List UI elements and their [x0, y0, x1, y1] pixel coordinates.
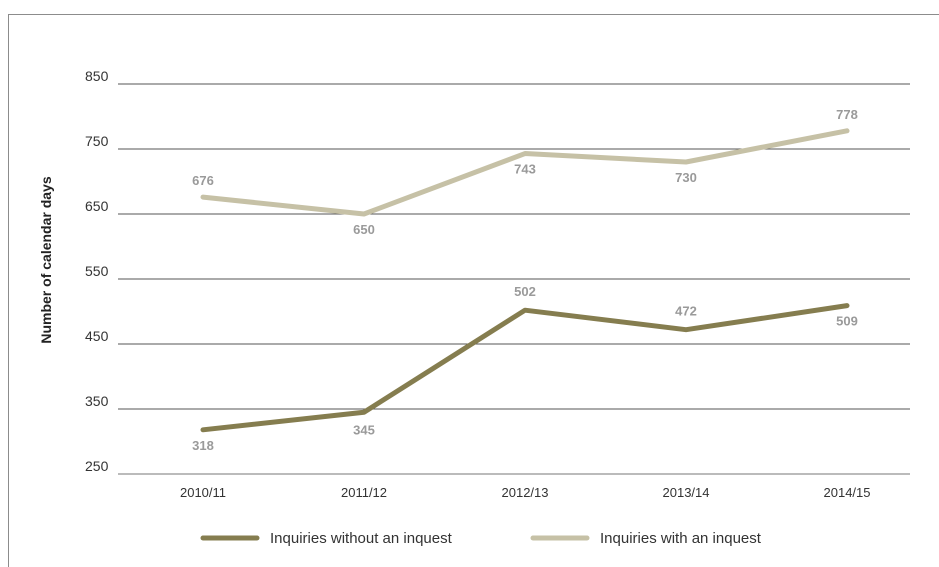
x-tick-label-2010-11: 2010/11 — [180, 485, 226, 500]
series-line-2 — [200, 128, 850, 217]
x-tick-label-2014-15: 2014/15 — [824, 485, 871, 500]
chart-frame — [8, 14, 939, 567]
x-tick-label-2013-14: 2013/14 — [663, 485, 710, 500]
x-tick-label-2011-12: 2011/12 — [341, 485, 387, 500]
y-tick-label-550: 550 — [85, 263, 109, 279]
y-tick-label-750: 750 — [85, 133, 109, 149]
data-labels: 318 345 502 472 509 676 650 743 730 778 — [192, 107, 858, 453]
data-label-2-2: 650 — [353, 222, 375, 237]
y-tick-label-350: 350 — [85, 393, 109, 409]
y-axis-title: Number of calendar days — [38, 176, 54, 343]
data-label-1-5: 509 — [836, 314, 858, 329]
x-axis-ticks: 2010/11 2011/12 2012/13 2013/14 2014/15 — [180, 485, 871, 500]
legend-label-1: Inquiries without an inquest — [270, 530, 453, 547]
data-label-1-3: 502 — [514, 284, 536, 299]
x-tick-label-2012-13: 2012/13 — [502, 485, 549, 500]
series-line-1 — [200, 303, 850, 433]
y-tick-label-250: 250 — [85, 458, 109, 474]
data-label-2-4: 730 — [675, 170, 697, 185]
data-label-2-3: 743 — [514, 162, 536, 177]
data-label-1-4: 472 — [675, 304, 697, 319]
data-label-2-1: 676 — [192, 173, 214, 188]
y-axis-ticks: 250 350 450 550 650 750 850 — [85, 68, 109, 474]
series-lines — [200, 128, 850, 433]
y-tick-label-650: 650 — [85, 198, 109, 214]
y-tick-label-450: 450 — [85, 328, 109, 344]
data-label-1-1: 318 — [192, 438, 214, 453]
gridlines — [118, 83, 910, 475]
data-label-1-2: 345 — [353, 422, 375, 437]
legend-label-2: Inquiries with an inquest — [600, 530, 762, 547]
data-label-2-5: 778 — [836, 107, 858, 122]
legend: Inquiries without an inquest Inquiries wi… — [200, 530, 762, 547]
y-tick-label-850: 850 — [85, 68, 109, 84]
